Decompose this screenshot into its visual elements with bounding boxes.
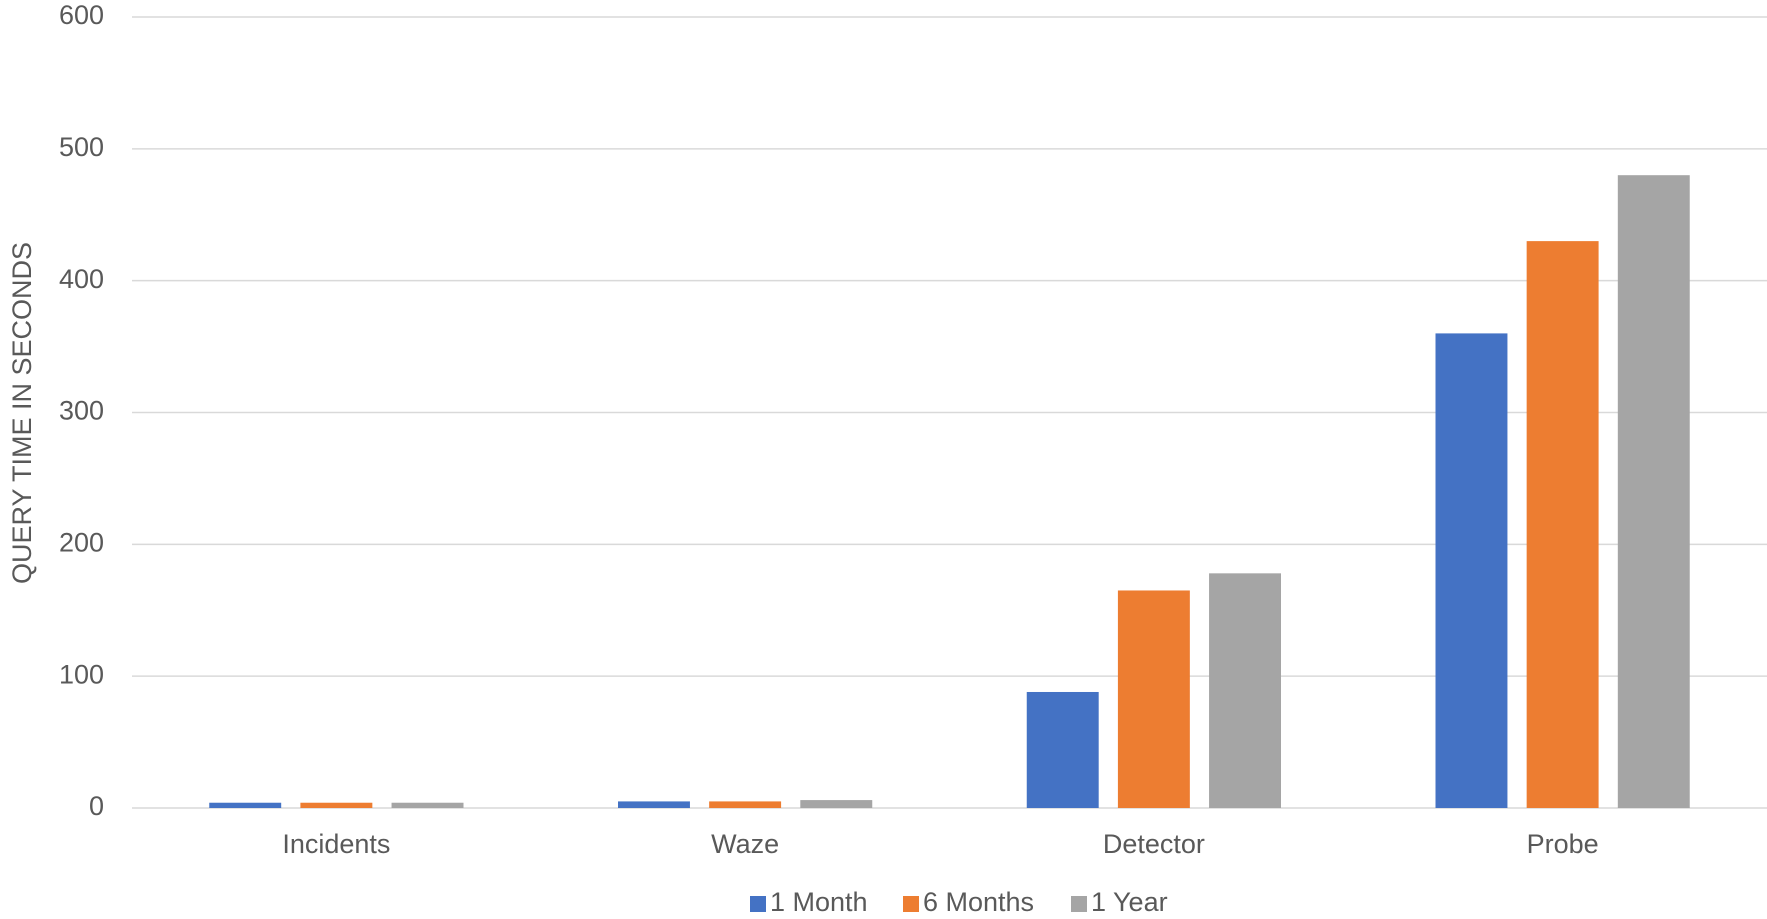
legend-label: 1 Month [770,887,868,917]
x-tick-label: Probe [1527,829,1599,859]
y-axis-label: QUERY TIME IN SECONDS [7,242,37,584]
legend-swatch [750,896,766,912]
bar [800,800,873,808]
legend-swatch [903,896,919,912]
legend-label: 6 Months [923,887,1034,917]
bar [209,802,282,808]
bar [709,801,782,808]
legend-label: 1 Year [1091,887,1168,917]
bar [1026,691,1099,808]
bar [1435,333,1508,808]
y-tick-label: 200 [59,527,104,557]
y-tick-label: 500 [59,132,104,162]
y-tick-label: 400 [59,264,104,294]
bar [1117,590,1190,808]
bar [391,802,464,808]
y-tick-label: 0 [89,791,104,821]
y-tick-label: 600 [59,0,104,30]
x-tick-label: Incidents [282,829,390,859]
legend-swatch [1071,896,1087,912]
bar [1209,573,1281,808]
y-tick-label: 100 [59,659,104,689]
x-tick-label: Detector [1103,829,1205,859]
bar [618,801,690,808]
y-tick-label: 300 [59,396,104,426]
bar [300,802,373,808]
bar [1526,241,1599,808]
x-tick-label: Waze [711,829,779,859]
bar [1617,175,1690,808]
